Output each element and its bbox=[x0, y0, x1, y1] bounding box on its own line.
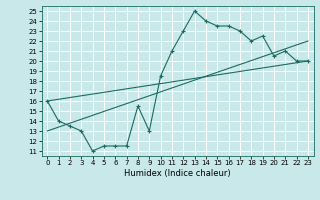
X-axis label: Humidex (Indice chaleur): Humidex (Indice chaleur) bbox=[124, 169, 231, 178]
